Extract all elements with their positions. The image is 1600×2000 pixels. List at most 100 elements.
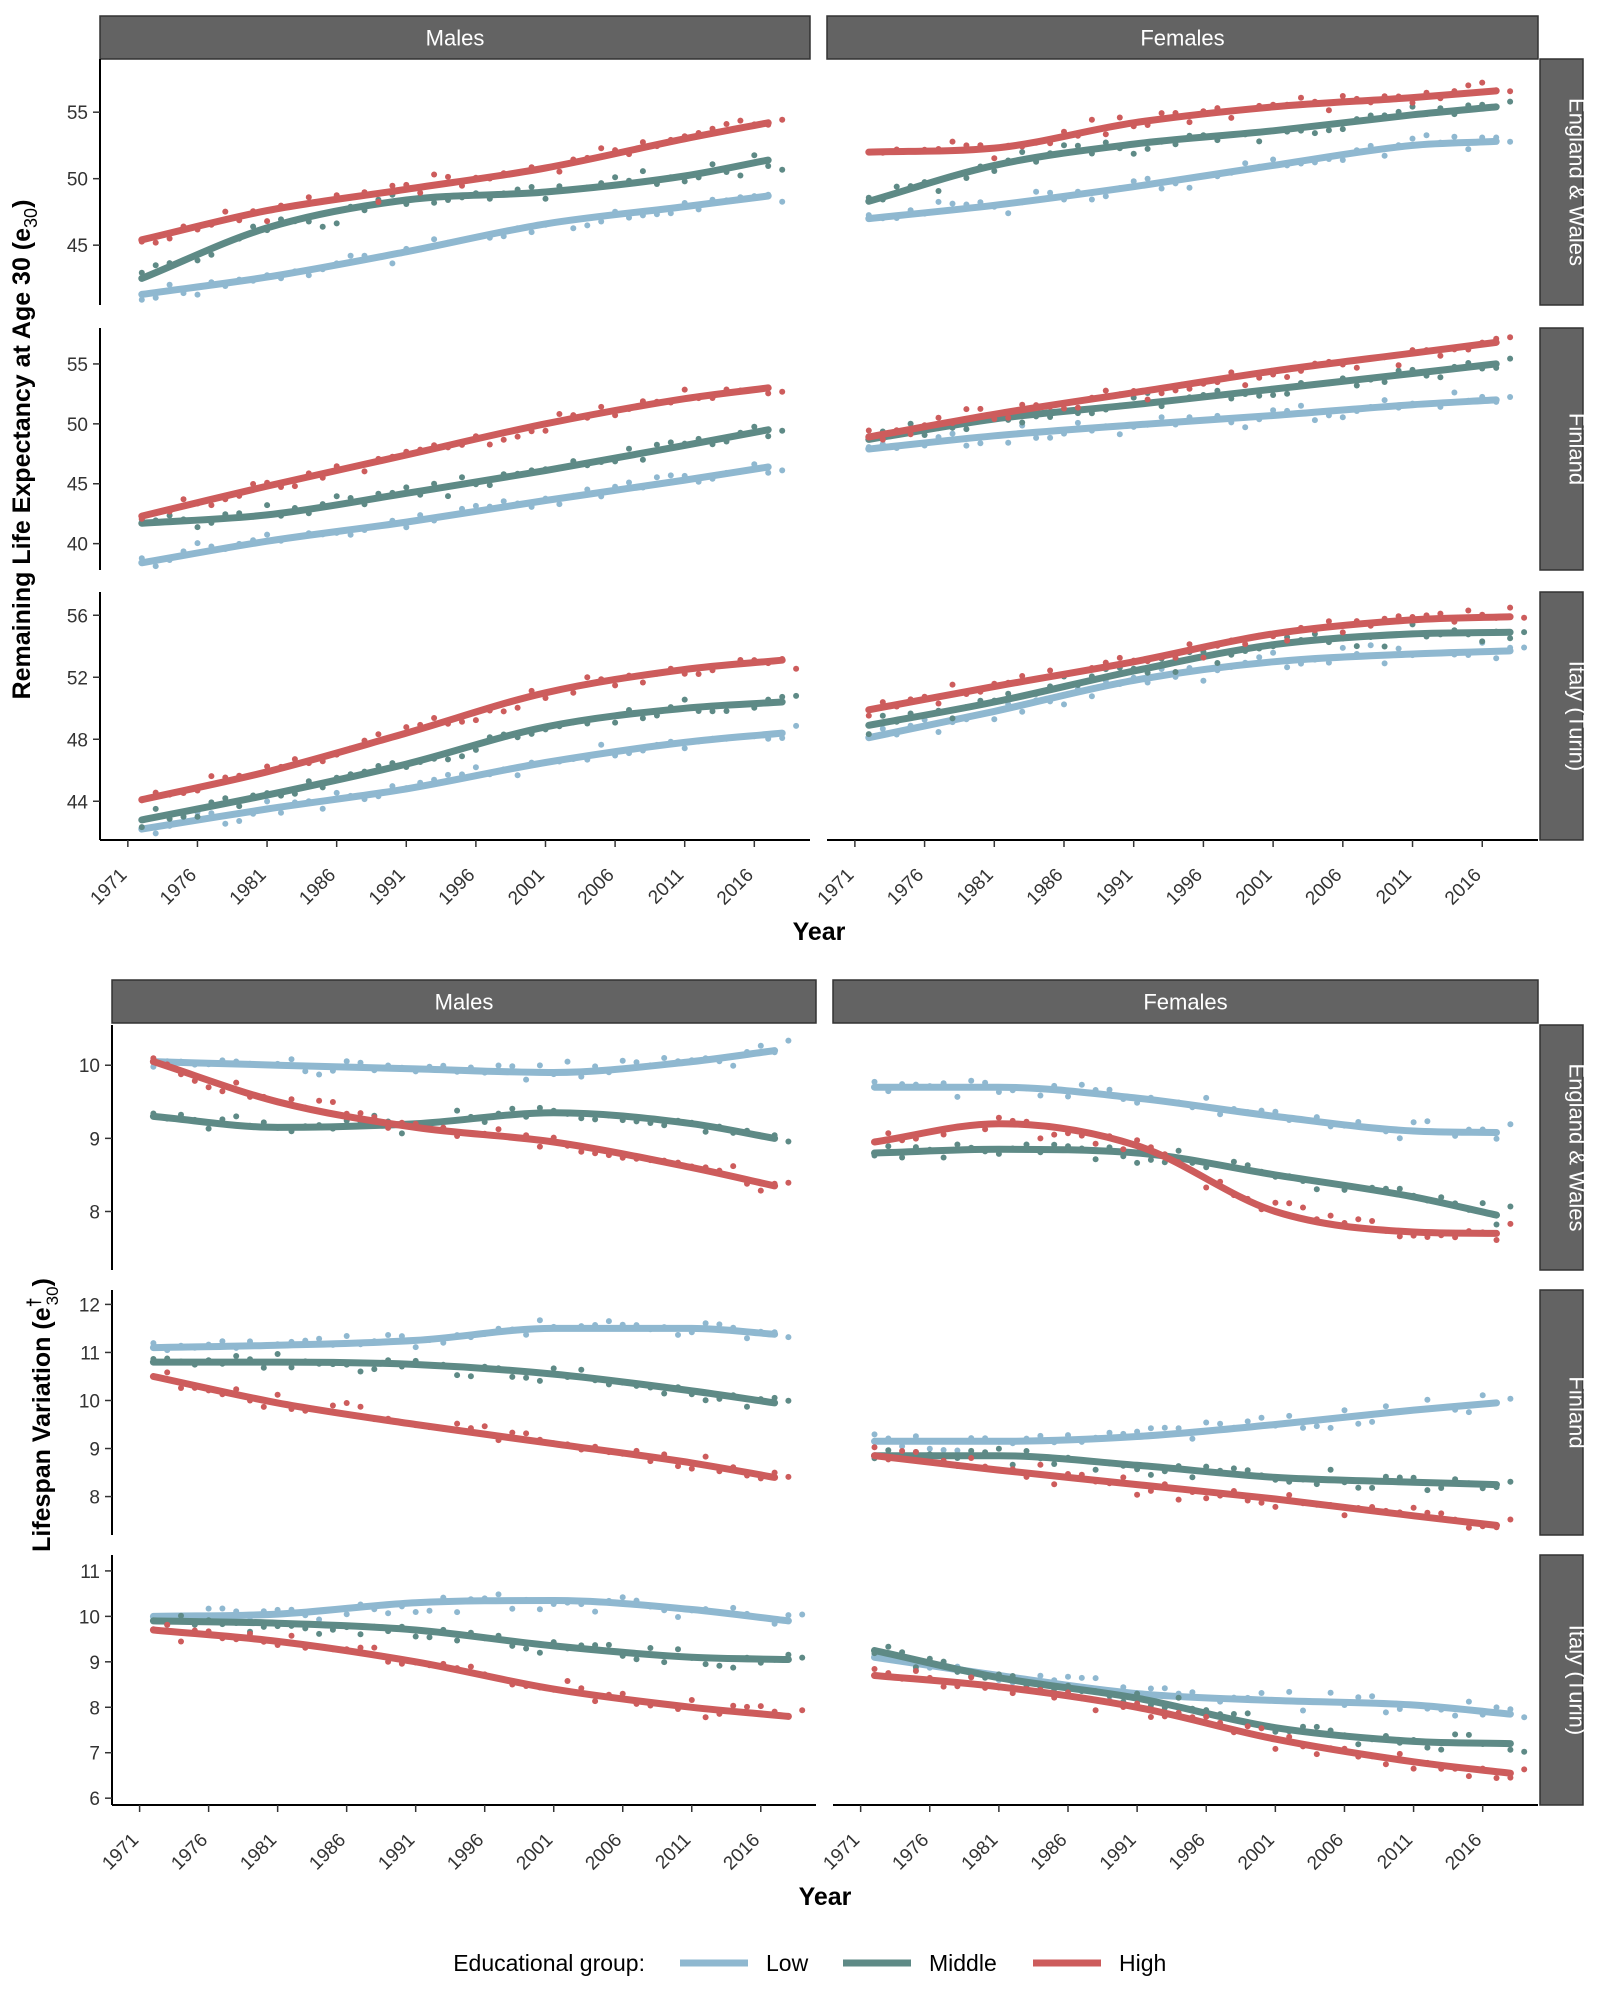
point-high bbox=[688, 1465, 695, 1472]
point-low bbox=[661, 1055, 668, 1061]
series-line-high bbox=[871, 1120, 1500, 1237]
series-line-high bbox=[871, 1672, 1514, 1777]
point-low bbox=[1396, 1135, 1403, 1142]
series-line-low bbox=[149, 1047, 779, 1076]
point-high bbox=[274, 1391, 281, 1398]
point-high bbox=[1102, 131, 1109, 138]
point-high bbox=[1493, 1775, 1500, 1781]
point-middle bbox=[1438, 1746, 1445, 1753]
point-high bbox=[1037, 1461, 1044, 1468]
y-tick-label: 48 bbox=[67, 730, 88, 751]
x-tick-label: 2001 bbox=[504, 865, 549, 910]
point-high bbox=[389, 182, 396, 189]
x-tick-label: 1996 bbox=[1162, 865, 1207, 910]
point-high bbox=[445, 173, 451, 180]
point-low bbox=[316, 1616, 323, 1623]
point-high bbox=[1339, 93, 1346, 99]
point-low bbox=[605, 1318, 612, 1325]
point-high bbox=[681, 386, 688, 393]
y-tick-label: 9 bbox=[89, 1440, 100, 1461]
point-high bbox=[871, 1444, 878, 1451]
point-middle bbox=[152, 262, 159, 269]
point-high bbox=[695, 671, 702, 677]
y-tick-label: 8 bbox=[89, 1698, 100, 1719]
series-line-low bbox=[865, 647, 1514, 742]
point-low bbox=[681, 745, 688, 752]
point-middle bbox=[1507, 1746, 1514, 1753]
point-low bbox=[954, 1447, 961, 1454]
point-low bbox=[1479, 1392, 1486, 1399]
point-high bbox=[1396, 1750, 1403, 1757]
point-high bbox=[968, 1455, 975, 1461]
series-line-middle bbox=[149, 1617, 792, 1663]
point-middle bbox=[1339, 126, 1346, 133]
point-high bbox=[375, 199, 382, 205]
point-middle bbox=[765, 163, 772, 169]
point-high bbox=[495, 1126, 502, 1133]
point-middle bbox=[1381, 643, 1388, 650]
point-middle bbox=[1355, 1484, 1362, 1491]
point-low bbox=[1423, 132, 1430, 139]
panel-finland-females bbox=[871, 1392, 1514, 1531]
point-high bbox=[688, 1697, 695, 1703]
point-middle bbox=[208, 251, 215, 258]
x-tick-label: 1986 bbox=[305, 1830, 350, 1875]
point-high bbox=[865, 427, 872, 434]
x-tick-label: 1991 bbox=[1092, 865, 1137, 910]
life-expectancy-figure: Males Females England & Wales 45 50 55 Finland… bbox=[8, 15, 1590, 946]
panel-italy-turin-males: 1971 1976 1981 1986 1991 1996 2001 2006 2011 2016 bbox=[98, 1591, 816, 1874]
point-middle bbox=[1074, 142, 1081, 149]
point-middle bbox=[523, 1374, 530, 1381]
point-high bbox=[779, 116, 786, 123]
point-middle bbox=[316, 1630, 323, 1637]
point-low bbox=[1161, 1685, 1168, 1692]
point-middle bbox=[264, 502, 271, 509]
row-strip-england-wales bbox=[1539, 1024, 1584, 1271]
x-tick-label: 1996 bbox=[1165, 1830, 1210, 1875]
point-middle bbox=[1507, 1478, 1514, 1485]
point-middle bbox=[605, 1641, 612, 1648]
point-middle bbox=[1369, 1484, 1376, 1491]
point-middle bbox=[1270, 392, 1277, 398]
point-low bbox=[1258, 1414, 1265, 1421]
legend-title: Educational group: bbox=[453, 1950, 645, 1976]
point-low bbox=[949, 200, 956, 207]
point-middle bbox=[1355, 1741, 1362, 1748]
point-high bbox=[1244, 1723, 1251, 1730]
point-high bbox=[799, 1707, 806, 1714]
point-high bbox=[1507, 334, 1514, 341]
x-axis-title: Year bbox=[799, 1883, 852, 1911]
point-high bbox=[1144, 396, 1151, 403]
row-strip-italy-turin bbox=[1539, 1554, 1584, 1806]
point-middle bbox=[1051, 1461, 1058, 1467]
point-low bbox=[205, 1605, 212, 1612]
point-middle bbox=[1256, 138, 1263, 145]
point-high bbox=[1186, 641, 1193, 648]
point-low bbox=[1189, 1435, 1196, 1442]
point-high bbox=[675, 1463, 681, 1470]
point-middle bbox=[1189, 1474, 1196, 1481]
row-strip-finland bbox=[1539, 1289, 1584, 1536]
point-middle bbox=[661, 1659, 668, 1666]
row-strip-label-england-wales: England & Wales bbox=[1565, 98, 1590, 266]
point-low bbox=[454, 1609, 461, 1616]
point-high bbox=[222, 208, 229, 215]
point-low bbox=[536, 1317, 543, 1324]
point-low bbox=[1244, 1418, 1251, 1425]
point-middle bbox=[1424, 1487, 1431, 1494]
strip-label-females: Females bbox=[1140, 26, 1224, 51]
point-low bbox=[343, 1058, 350, 1065]
series-line-high bbox=[138, 119, 772, 244]
point-low bbox=[556, 501, 563, 508]
point-low bbox=[1147, 1425, 1154, 1432]
point-low bbox=[166, 281, 173, 288]
point-middle bbox=[536, 1104, 543, 1111]
point-low bbox=[1313, 1423, 1320, 1430]
point-low bbox=[765, 469, 772, 476]
point-high bbox=[592, 1698, 599, 1705]
point-middle bbox=[1437, 374, 1444, 381]
point-low bbox=[1451, 389, 1458, 396]
point-middle bbox=[1479, 1200, 1486, 1207]
series-line-middle bbox=[871, 1145, 1500, 1219]
